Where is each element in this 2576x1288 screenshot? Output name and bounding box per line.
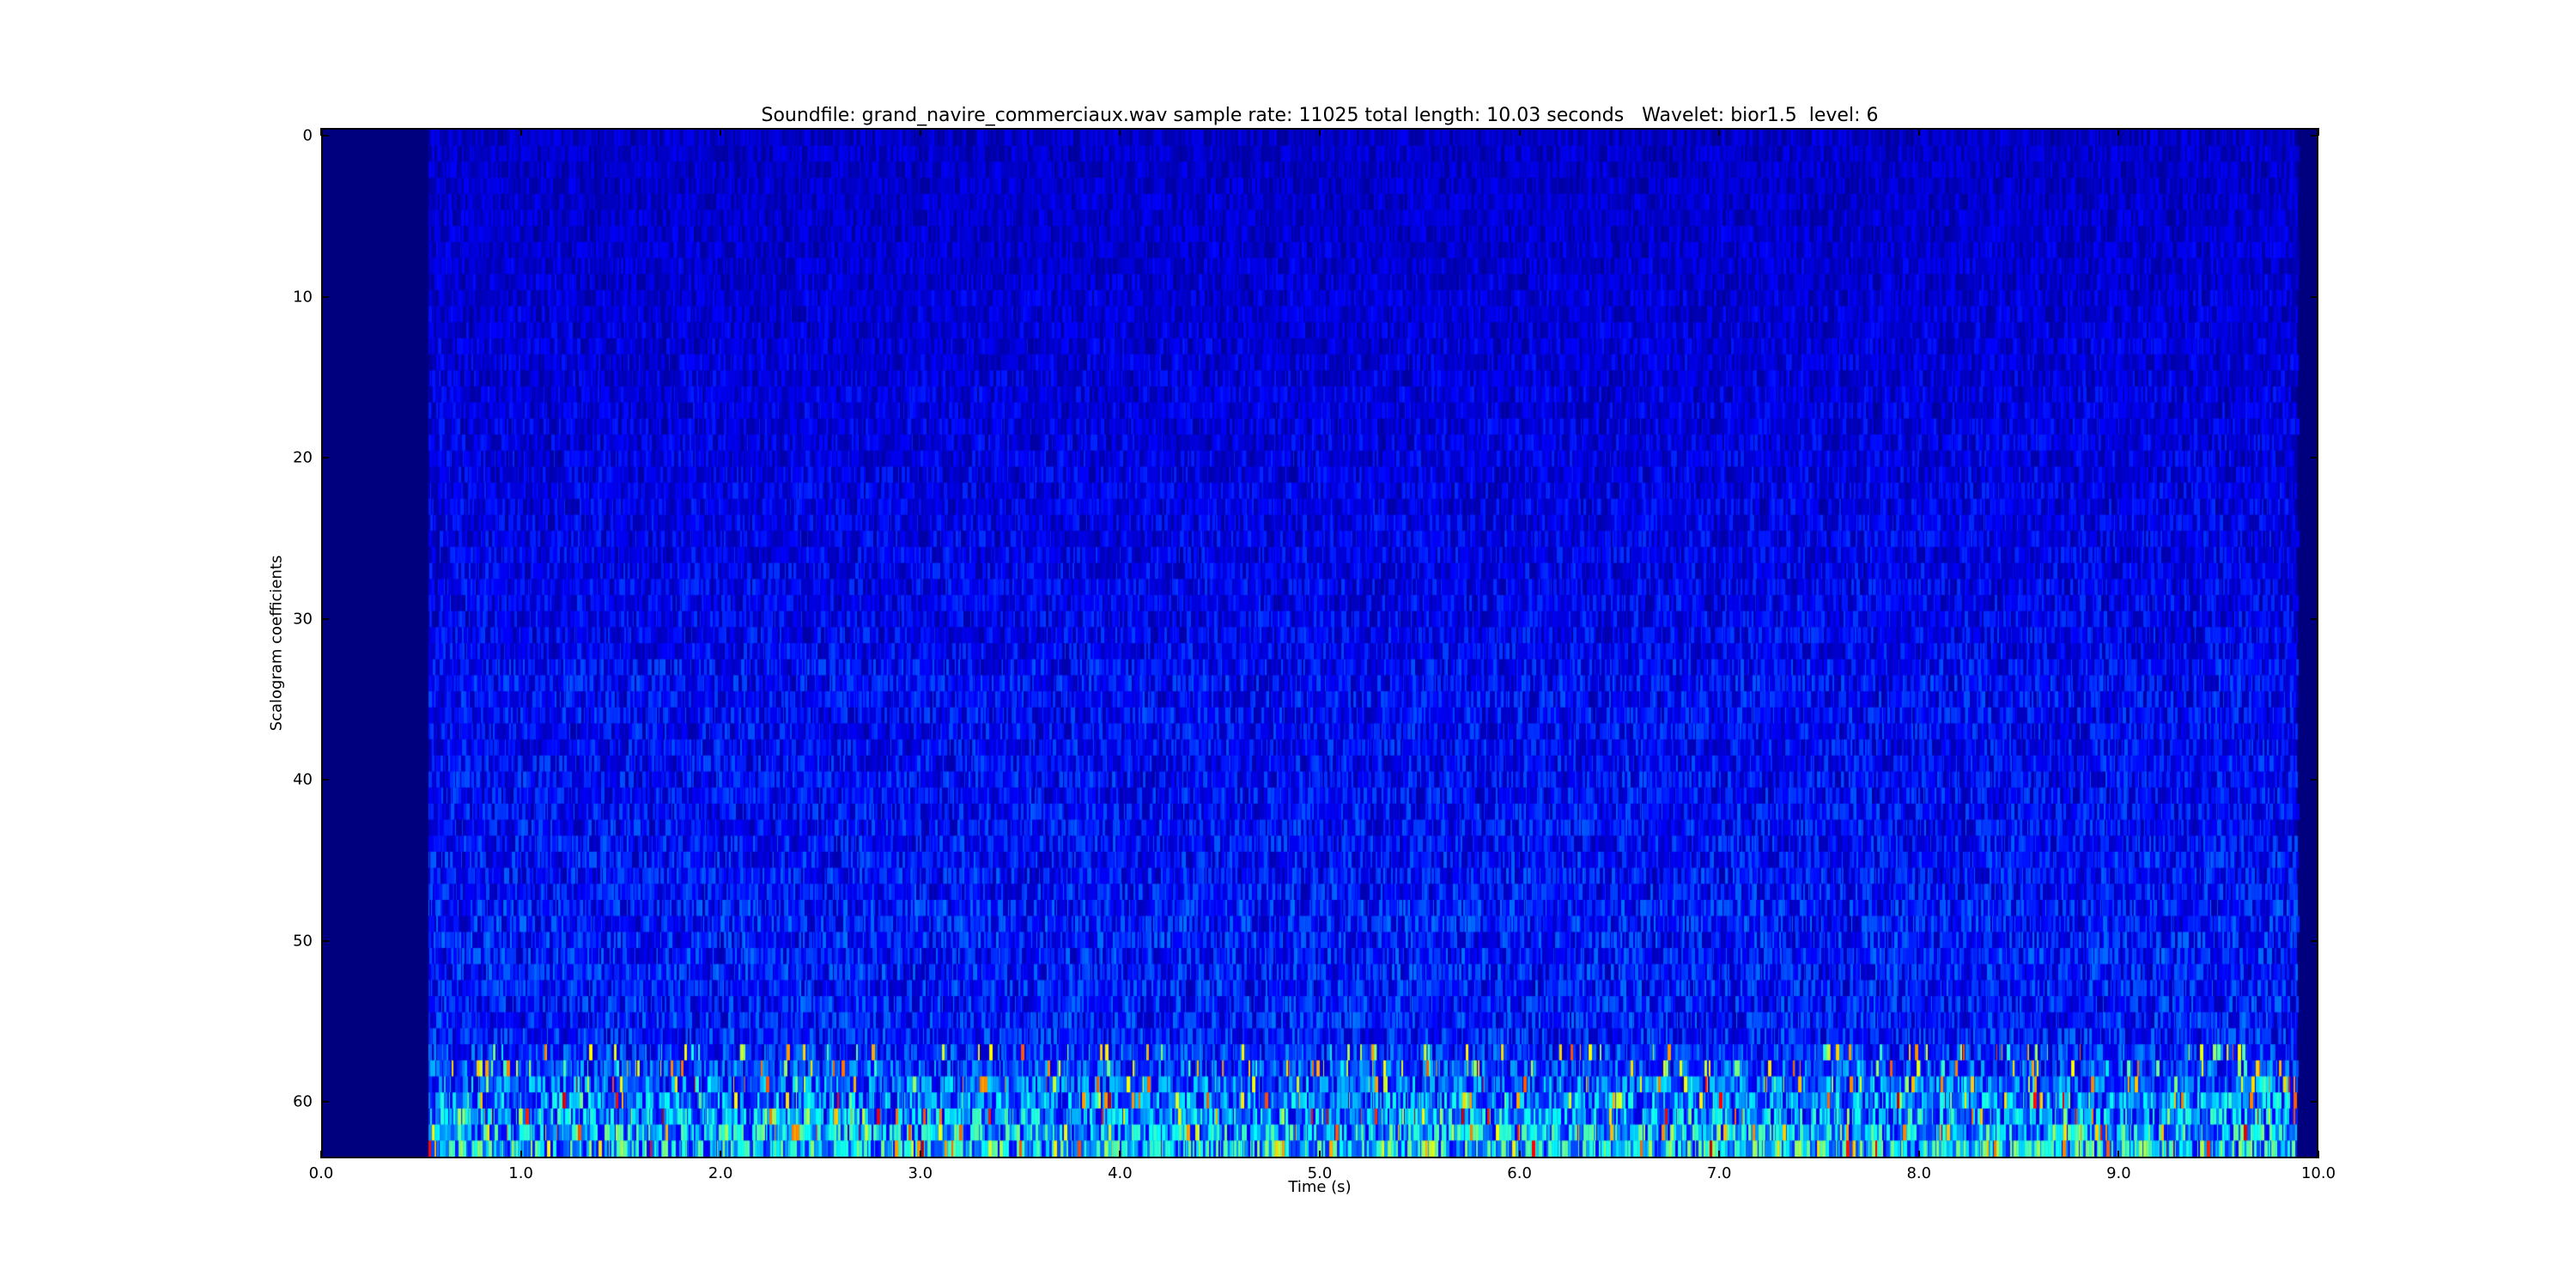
x-tick-label: 6.0: [1507, 1164, 1532, 1182]
x-tick: [1119, 1151, 1121, 1158]
x-tick: [519, 1151, 522, 1158]
x-tick-label: 4.0: [1108, 1164, 1133, 1182]
x-tick: [919, 128, 921, 136]
y-tick: [2311, 1101, 2318, 1103]
y-tick: [321, 779, 329, 781]
x-tick: [1518, 1151, 1521, 1158]
x-tick-label: 9.0: [2106, 1164, 2131, 1182]
x-tick: [919, 1151, 921, 1158]
x-tick: [2117, 128, 2120, 136]
x-tick: [320, 128, 322, 136]
x-tick: [1718, 1151, 1721, 1158]
x-tick: [2117, 1151, 2120, 1158]
plot-area: [321, 128, 2318, 1158]
y-tick: [2311, 135, 2318, 137]
x-tick: [2318, 1151, 2319, 1158]
y-tick-label: 60: [293, 1092, 313, 1111]
x-tick: [720, 128, 722, 136]
x-tick-label: 10.0: [2300, 1164, 2336, 1182]
y-tick: [2311, 939, 2318, 942]
x-tick: [720, 1151, 722, 1158]
y-tick-label: 40: [293, 770, 313, 789]
x-tick: [2318, 128, 2319, 136]
y-tick-label: 30: [293, 610, 313, 629]
y-tick: [321, 1101, 329, 1103]
x-tick-label: 5.0: [1307, 1164, 1333, 1182]
scalogram-heatmap: [323, 130, 2317, 1157]
x-tick: [1917, 1151, 1920, 1158]
y-tick: [321, 939, 329, 942]
x-tick: [1319, 1151, 1321, 1158]
x-tick: [320, 1151, 322, 1158]
y-tick: [2311, 779, 2318, 781]
y-tick: [2311, 617, 2318, 620]
x-tick: [1518, 128, 1521, 136]
x-tick: [1917, 128, 1920, 136]
y-tick: [321, 617, 329, 620]
y-tick-label: 0: [302, 126, 313, 145]
chart-title: Soundfile: grand_navire_commerciaux.wav …: [761, 105, 1879, 126]
x-tick: [519, 128, 522, 136]
y-tick-label: 20: [293, 448, 313, 467]
y-tick-label: 10: [293, 288, 313, 307]
y-tick-label: 50: [293, 932, 313, 951]
y-axis-label: Scalogram coefficients: [267, 555, 286, 732]
y-tick: [321, 135, 329, 137]
x-tick-label: 8.0: [1906, 1164, 1932, 1182]
x-tick: [1718, 128, 1721, 136]
x-tick-label: 7.0: [1706, 1164, 1732, 1182]
y-tick: [321, 295, 329, 298]
x-tick-label: 0.0: [308, 1164, 334, 1182]
x-tick: [1119, 128, 1121, 136]
y-tick: [321, 457, 329, 459]
x-tick-label: 3.0: [908, 1164, 933, 1182]
y-tick: [2311, 295, 2318, 298]
x-tick: [1319, 128, 1321, 136]
y-tick: [2311, 457, 2318, 459]
x-axis-label: Time (s): [1288, 1178, 1352, 1196]
x-tick-label: 1.0: [508, 1164, 533, 1182]
x-tick-label: 2.0: [708, 1164, 733, 1182]
